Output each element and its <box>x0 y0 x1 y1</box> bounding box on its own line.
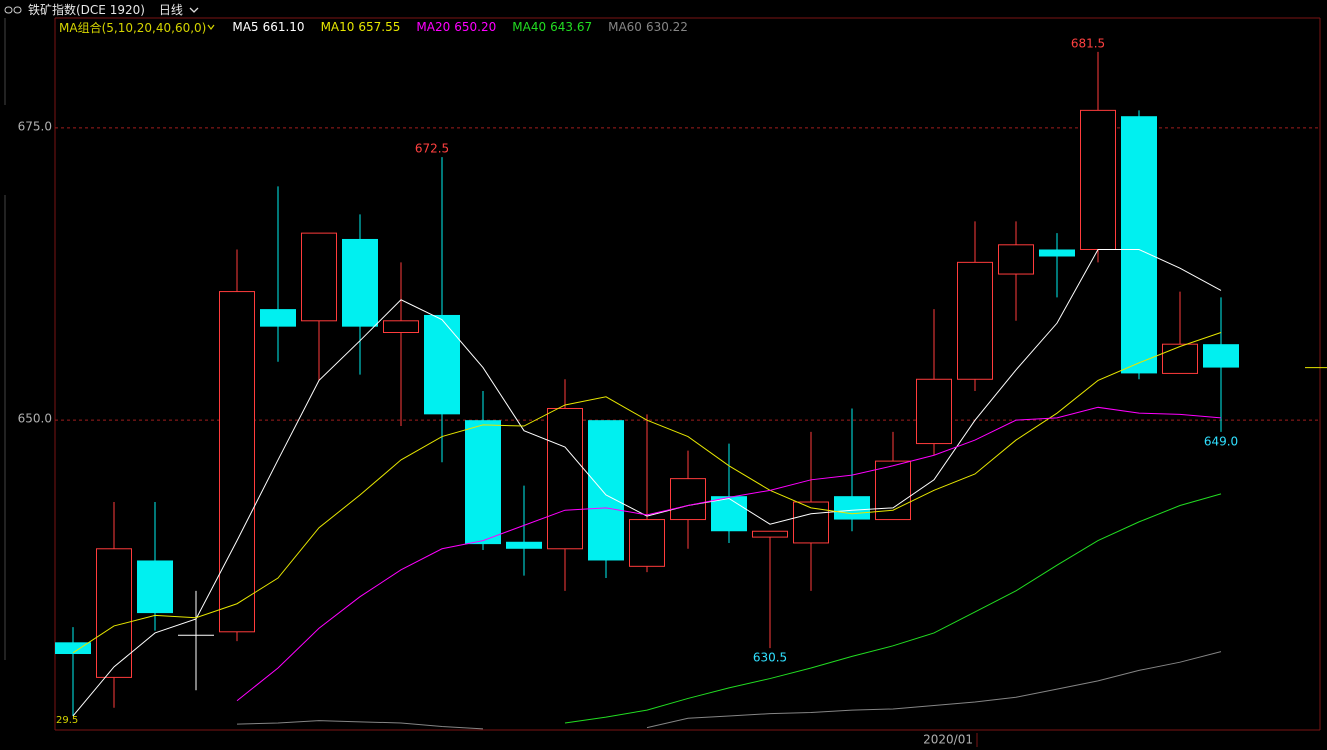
legend-item: MA10 657.55 <box>321 20 401 34</box>
legend-value: 661.10 <box>262 20 305 34</box>
candle-body <box>260 309 296 327</box>
low-label: 630.5 <box>753 651 787 665</box>
legend-value: 657.55 <box>358 20 401 34</box>
link-icon <box>4 6 22 13</box>
candle-body <box>752 530 788 538</box>
candle-body <box>793 501 829 544</box>
candle-body <box>137 560 173 614</box>
candle-body <box>383 320 419 333</box>
candle-body <box>1162 343 1198 374</box>
legend-title[interactable]: MA组合(5,10,20,40,60,0) <box>59 20 207 35</box>
candle-body <box>301 232 337 322</box>
legend-name: MA10 <box>320 20 355 34</box>
candle-body <box>629 519 665 567</box>
candle-body <box>1080 109 1116 250</box>
ma-line <box>236 720 484 730</box>
legend-item: MA40 643.67 <box>512 20 592 34</box>
legend-name: MA20 <box>416 20 451 34</box>
y-tick-label: 675.0 <box>18 119 52 133</box>
high-label: 681.5 <box>1071 36 1105 50</box>
y-tick-label: 650.0 <box>18 412 52 426</box>
legend-item: MA20 650.20 <box>416 20 496 34</box>
ma-line <box>72 332 1222 654</box>
candle-body <box>834 496 870 520</box>
candle-body <box>957 261 993 380</box>
legend-value: 630.22 <box>645 20 688 34</box>
candle-body <box>998 244 1034 275</box>
legend: MA组合(5,10,20,40,60,0) MA5 661.10 MA10 657.5… <box>59 19 688 35</box>
legend-item: MA60 630.22 <box>608 20 688 34</box>
instrument-name: 铁矿指数(DCE 1920) <box>28 3 145 17</box>
legend-name: MA5 <box>232 20 259 34</box>
ma-line <box>236 406 1222 702</box>
low-label: 649.0 <box>1204 434 1238 448</box>
candle-body <box>588 420 624 561</box>
legend-item: MA5 661.10 <box>232 20 304 34</box>
legend-value: 643.67 <box>550 20 593 34</box>
x-tick-label: 2020/01 <box>923 733 973 747</box>
ma-line <box>72 248 1222 717</box>
period-selector[interactable]: 日线 <box>158 3 183 17</box>
legend-value: 650.20 <box>454 20 497 34</box>
corner-label: 29.5 <box>56 715 78 726</box>
ma-line <box>646 651 1222 729</box>
candle-body <box>424 314 460 415</box>
candle-body <box>55 642 91 655</box>
candle-body <box>342 238 378 327</box>
header: 铁矿指数(DCE 1920) 日线 <box>4 1 199 18</box>
candle-body <box>1039 249 1075 257</box>
candle-body <box>506 541 542 549</box>
dropdown-chevron[interactable] <box>189 5 199 15</box>
candle-body <box>670 478 706 521</box>
legend-name: MA60 <box>608 20 642 34</box>
candle-body <box>547 407 583 550</box>
candle-body <box>916 378 952 445</box>
ma-line <box>564 493 1222 724</box>
candle-body <box>96 548 132 678</box>
candle-body <box>1203 344 1239 368</box>
candle-body <box>219 291 255 633</box>
legend-chevron[interactable] <box>206 22 216 32</box>
candle-body <box>1121 116 1157 374</box>
candle-body <box>465 420 501 545</box>
high-label: 672.5 <box>415 142 449 156</box>
candle-body <box>711 496 747 532</box>
legend-name: MA40 <box>512 20 547 34</box>
